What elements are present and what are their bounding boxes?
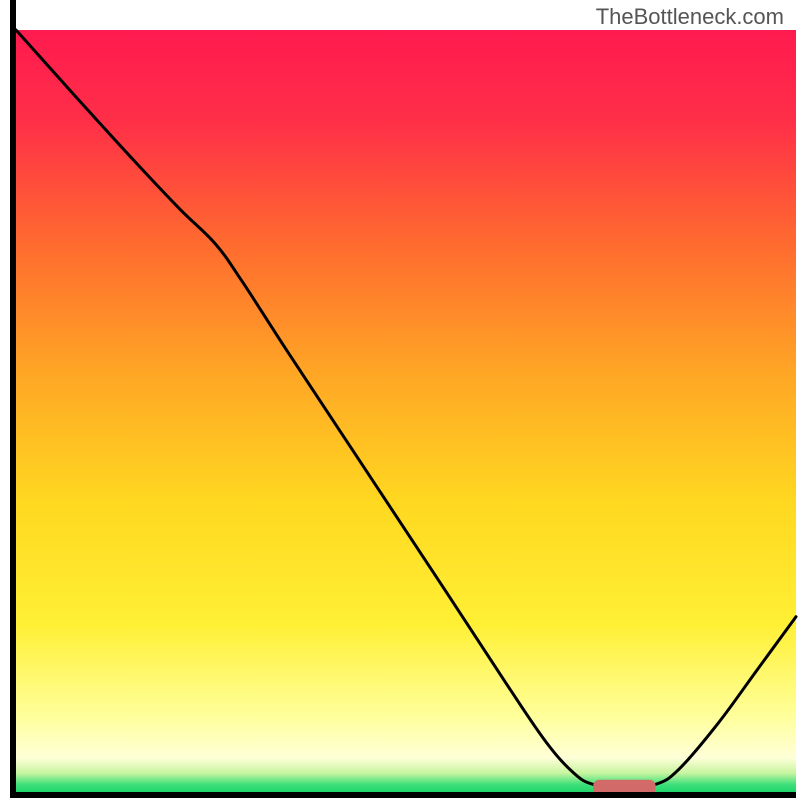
attribution-text: TheBottleneck.com <box>596 4 784 30</box>
plot-svg <box>0 0 800 800</box>
x-axis <box>10 792 796 798</box>
bottleneck-chart: TheBottleneck.com <box>0 0 800 800</box>
y-axis <box>10 0 16 798</box>
gradient-background <box>16 30 796 792</box>
